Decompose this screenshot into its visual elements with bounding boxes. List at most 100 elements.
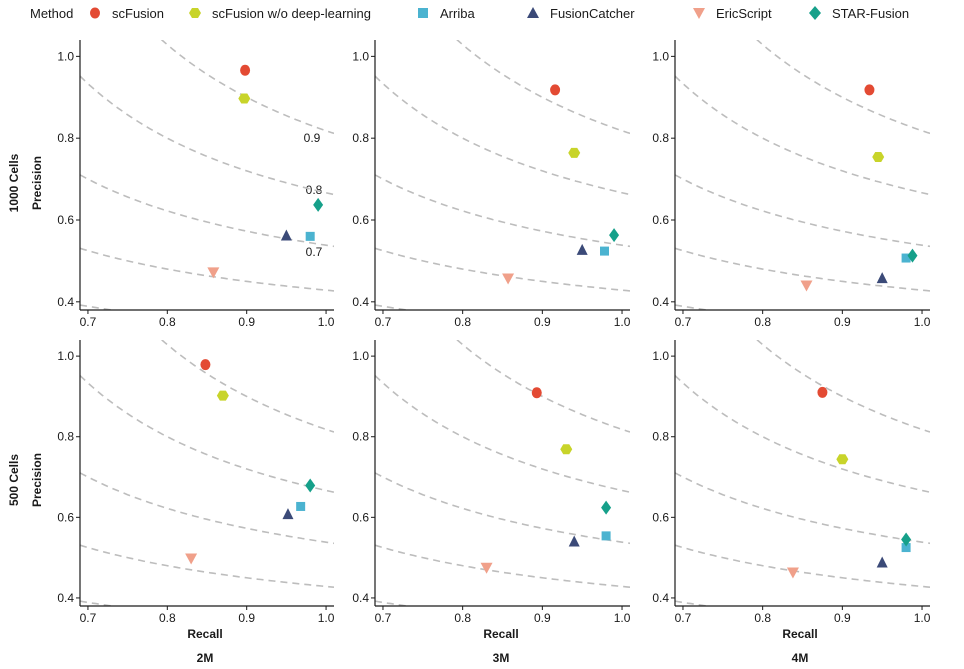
y-tick-label: 1.0: [652, 349, 669, 363]
data-point: [216, 390, 229, 401]
y-axis-title: Precision: [30, 156, 44, 210]
x-tick-label: 0.7: [675, 315, 692, 329]
legend-label: EricScript: [716, 5, 772, 21]
x-tick-label: 0.7: [375, 611, 392, 625]
x-tick-label: 1.0: [318, 611, 335, 625]
column-label-4m: 4M: [792, 651, 809, 665]
x-axis-title: Recall: [782, 627, 817, 641]
x-tick-label: 0.7: [80, 611, 97, 625]
iso-f1-curve: [375, 247, 630, 292]
iso-f1-curve: [456, 340, 630, 433]
y-tick-label: 0.6: [352, 213, 369, 227]
x-axis-title: Recall: [187, 627, 222, 641]
y-tick-label: 0.8: [652, 430, 669, 444]
iso-f1-curve: [456, 40, 630, 135]
iso-f1-curve: [675, 472, 930, 545]
x-tick-label: 0.9: [238, 611, 255, 625]
y-tick-label: 0.6: [57, 213, 74, 227]
data-point: [480, 562, 493, 574]
legend-item-star-fusion: STAR-Fusion: [806, 4, 909, 22]
legend-label: FusionCatcher: [550, 5, 635, 21]
iso-f1-curve: [80, 600, 119, 606]
y-tick-label: 0.4: [652, 295, 669, 309]
x-tick-label: 0.8: [159, 611, 176, 625]
y-tick-label: 0.8: [352, 131, 369, 145]
x-tick-label: 0.7: [375, 315, 392, 329]
iso-f1-curve: [375, 304, 414, 310]
data-point: [576, 243, 588, 255]
x-tick-label: 0.8: [754, 611, 771, 625]
diamond-icon: [809, 6, 821, 20]
data-point: [305, 478, 316, 493]
legend-label: scFusion w/o deep-learning: [212, 5, 371, 21]
iso-f1-curve: [375, 600, 414, 606]
y-tick-label: 0.4: [57, 295, 74, 309]
iso-f1-curve: [675, 304, 714, 310]
x-tick-label: 0.9: [238, 315, 255, 329]
iso-f1-curve: [375, 544, 630, 588]
iso-f1-curve: [375, 75, 630, 196]
data-point: [786, 567, 799, 579]
y-tick-label: 0.4: [652, 591, 669, 605]
iso-f1-curve: [675, 375, 930, 493]
y-tick-label: 0.8: [57, 430, 74, 444]
legend-label: STAR-Fusion: [832, 5, 910, 21]
legend-label: scFusion: [112, 5, 165, 21]
y-tick-label: 0.8: [652, 131, 669, 145]
data-point: [864, 84, 875, 96]
iso-f1-curve: [80, 174, 334, 248]
x-tick-label: 0.9: [534, 315, 551, 329]
iso-f1-curve: [80, 375, 334, 493]
iso-f1-curve: [80, 247, 334, 292]
x-tick-label: 0.9: [534, 611, 551, 625]
f1-curve-label: 0.9: [304, 131, 321, 145]
x-tick-label: 1.0: [914, 611, 931, 625]
iso-f1-curve: [375, 174, 630, 248]
y-tick-label: 0.8: [352, 430, 369, 444]
iso-f1-curve: [160, 340, 334, 433]
data-point: [313, 197, 324, 212]
data-point: [901, 253, 911, 263]
y-tick-label: 0.6: [652, 510, 669, 524]
iso-f1-curve: [756, 40, 930, 135]
data-point: [200, 359, 211, 371]
iso-f1-curve: [675, 600, 714, 606]
data-point: [550, 84, 561, 96]
iso-f1-curve: [375, 472, 630, 545]
legend-item-scfusion-wo-dl: scFusion w/o deep-learning: [186, 4, 371, 22]
y-tick-label: 1.0: [57, 49, 74, 63]
circle-icon: [90, 7, 100, 19]
iso-f1-curve: [80, 75, 334, 196]
y-tick-label: 1.0: [57, 349, 74, 363]
x-tick-label: 1.0: [914, 315, 931, 329]
y-axis-title: Precision: [30, 453, 44, 507]
square-icon: [418, 8, 428, 18]
y-tick-label: 0.4: [352, 295, 369, 309]
y-tick-label: 0.6: [57, 510, 74, 524]
data-point: [817, 386, 828, 398]
iso-f1-curve: [160, 40, 334, 135]
y-tick-label: 0.8: [57, 131, 74, 145]
data-point: [305, 231, 315, 241]
data-point: [207, 267, 220, 279]
data-point: [876, 272, 888, 284]
f1-curve-label: 0.7: [306, 245, 323, 259]
row-label-1000-cells: 1000 Cells: [7, 153, 21, 212]
x-tick-label: 0.8: [454, 315, 471, 329]
data-point: [601, 531, 611, 541]
hexagon-icon: [189, 8, 201, 18]
f1-curve-label: 0.8: [306, 183, 323, 197]
legend-label: Arriba: [440, 5, 475, 21]
column-label-3m: 3M: [493, 651, 510, 665]
legend-item-ericscript: EricScript: [690, 4, 772, 22]
y-tick-label: 1.0: [352, 49, 369, 63]
legend-title: Method: [30, 6, 74, 21]
row-label-500-cells: 500 Cells: [7, 454, 21, 506]
x-tick-label: 0.8: [159, 315, 176, 329]
y-tick-label: 0.4: [57, 591, 74, 605]
data-point: [568, 147, 581, 158]
data-point: [280, 229, 292, 241]
triangle-up-icon: [527, 7, 539, 18]
iso-f1-curve: [80, 472, 334, 545]
